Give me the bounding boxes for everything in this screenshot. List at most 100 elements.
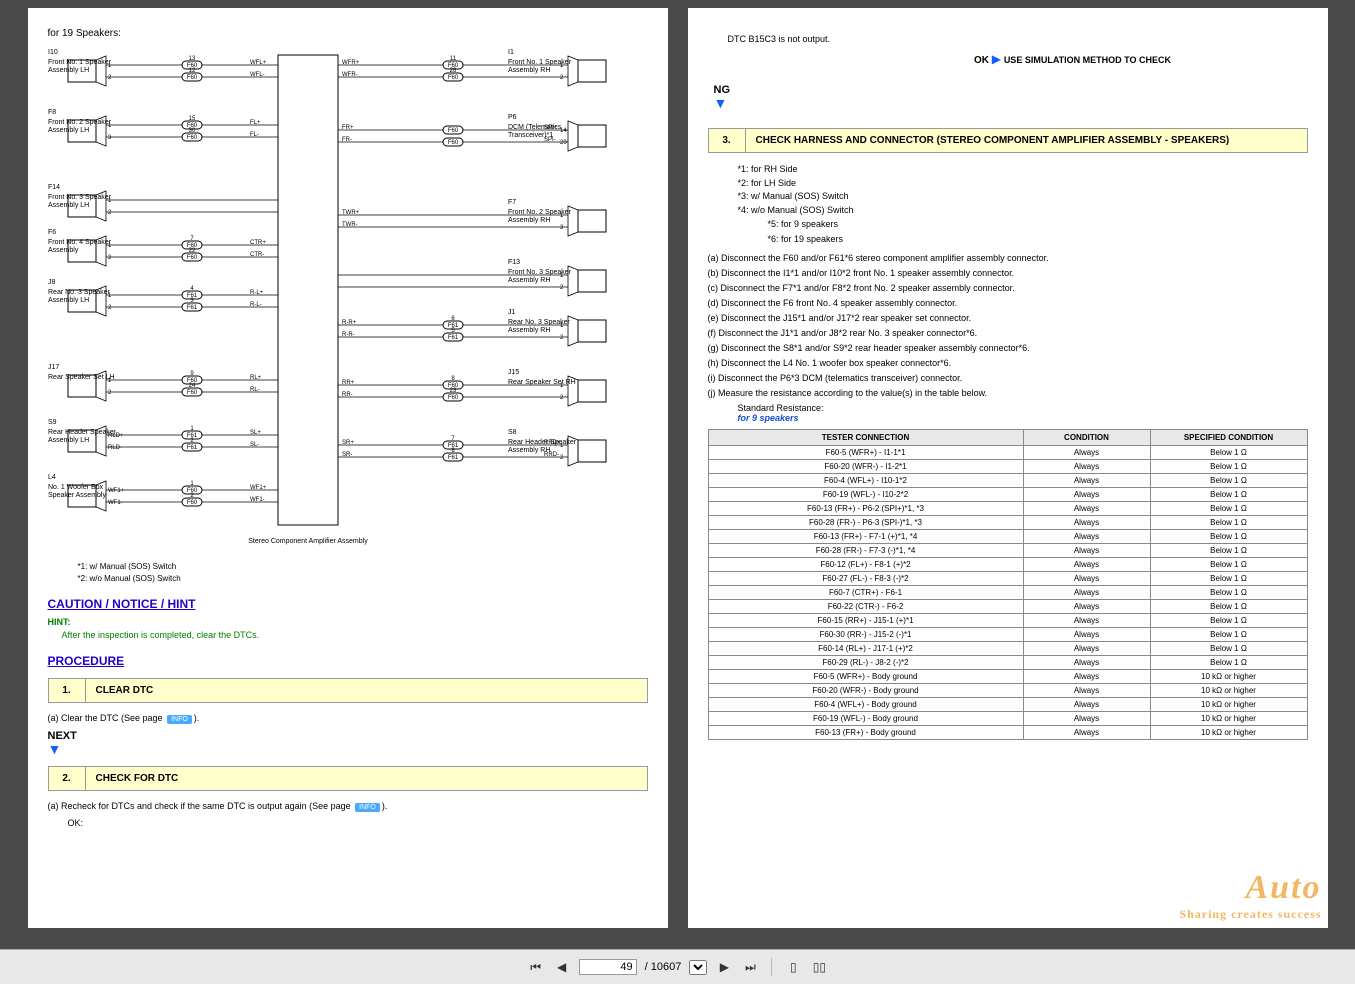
page-right: DTC B15C3 is not output. OK ▶ USE SIMULA…: [688, 8, 1328, 928]
svg-text:12: 12: [188, 68, 195, 74]
svg-text:1: 1: [108, 198, 112, 204]
step-3-num: 3.: [709, 129, 746, 152]
zoom-select[interactable]: [689, 960, 707, 975]
svg-text:Assembly RH: Assembly RH: [508, 67, 550, 74]
svg-text:R-L+: R-L+: [250, 290, 264, 296]
arrow-down-icon: ▼: [48, 742, 648, 756]
svg-text:WFR-: WFR-: [342, 72, 358, 78]
last-page-button[interactable]: ⏭: [741, 958, 759, 976]
ng-label: NG: [714, 84, 1308, 96]
svg-text:SPI+: SPI+: [544, 125, 558, 131]
footnote-1: *1: w/ Manual (SOS) Switch: [78, 562, 648, 571]
svg-text:2: 2: [108, 255, 112, 261]
svg-text:S9: S9: [48, 419, 57, 426]
svg-text:Front No. 3 Speaker: Front No. 3 Speaker: [48, 194, 112, 201]
ng-arrow-icon: ▼: [714, 96, 1308, 110]
svg-text:Assembly LH: Assembly LH: [48, 127, 89, 134]
svg-text:30: 30: [188, 128, 195, 134]
footnote-2: *2: w/o Manual (SOS) Switch: [78, 574, 648, 583]
svg-text:WF1+: WF1+: [108, 488, 125, 494]
single-page-button[interactable]: ▯: [784, 958, 802, 976]
svg-text:14: 14: [560, 128, 567, 134]
svg-text:F60: F60: [186, 255, 197, 261]
svg-text:RLD-: RLD-: [108, 445, 122, 451]
svg-text:Assembly: Assembly: [48, 247, 79, 254]
svg-text:SL+: SL+: [250, 430, 261, 436]
svg-text:WFR+: WFR+: [342, 60, 360, 66]
svg-text:TWR+: TWR+: [342, 210, 360, 216]
dtc-line: DTC B15C3 is not output.: [728, 34, 1308, 44]
svg-text:F60: F60: [186, 390, 197, 396]
standard-resistance-label: Standard Resistance:: [738, 403, 1308, 413]
svg-text:J1: J1: [508, 309, 516, 316]
pdf-toolbar: ⏮ ◀ / 10607 ▶ ⏭ ▯ ▯▯: [0, 949, 1355, 984]
svg-text:Assembly LH: Assembly LH: [48, 67, 89, 74]
step-1-box: 1. CLEAR DTC: [48, 678, 648, 703]
facing-pages-button[interactable]: ▯▯: [810, 958, 828, 976]
instruction-line: (g) Disconnect the S8*1 and/or S9*2 rear…: [708, 343, 1308, 353]
svg-text:RRD+: RRD+: [544, 440, 561, 446]
procedure-heading: PROCEDURE: [48, 654, 648, 668]
next-page-button[interactable]: ▶: [715, 958, 733, 976]
svg-text:L4: L4: [48, 474, 56, 481]
svg-text:RL-: RL-: [250, 387, 260, 393]
svg-text:P6: P6: [508, 114, 517, 121]
table-row: F60-5 (WFR+) - I1-1*1AlwaysBelow 1 Ω: [708, 445, 1307, 459]
svg-text:1: 1: [108, 123, 112, 129]
svg-text:FR-: FR-: [342, 137, 352, 143]
hint-text: After the inspection is completed, clear…: [62, 630, 648, 640]
svg-text:RLD+: RLD+: [108, 433, 124, 439]
wiring-diagram: Stereo Component Amplifier Assembly I10F…: [48, 45, 628, 555]
table-row: F60-28 (FR-) - P6-3 (SPI-)*1, *3AlwaysBe…: [708, 515, 1307, 529]
svg-text:F60: F60: [447, 75, 458, 81]
table-row: F60-4 (WFL+) - Body groundAlways10 kΩ or…: [708, 697, 1307, 711]
svg-text:Assembly LH: Assembly LH: [48, 202, 89, 209]
svg-text:F6: F6: [48, 229, 56, 236]
page-number-input[interactable]: [579, 959, 637, 975]
svg-text:26: 26: [449, 68, 456, 74]
ok-arrow-icon: ▶: [992, 52, 1001, 66]
svg-text:WFL-: WFL-: [250, 72, 265, 78]
info-link[interactable]: INFO: [167, 715, 192, 724]
svg-text:Rear Speaker Set LH: Rear Speaker Set LH: [48, 374, 115, 381]
svg-text:R-R+: R-R+: [342, 320, 357, 326]
svg-text:Stereo Component Amplifier Ass: Stereo Component Amplifier Assembly: [248, 538, 368, 545]
step-2-box: 2. CHECK FOR DTC: [48, 766, 648, 791]
table-row: F60-13 (FR+) - P6-2 (SPI+)*1, *3AlwaysBe…: [708, 501, 1307, 515]
svg-text:29: 29: [560, 140, 567, 146]
svg-text:13: 13: [188, 56, 195, 62]
svg-text:3: 3: [108, 135, 112, 141]
info-link-2[interactable]: INFO: [355, 803, 380, 812]
svg-text:F61: F61: [186, 305, 197, 311]
svg-text:11: 11: [449, 56, 456, 62]
svg-text:Assembly LH: Assembly LH: [48, 437, 89, 444]
table-header: TESTER CONNECTION: [708, 429, 1023, 445]
ok-action: USE SIMULATION METHOD TO CHECK: [1004, 55, 1171, 65]
table-row: F60-20 (WFR-) - I1-2*1AlwaysBelow 1 Ω: [708, 459, 1307, 473]
table-row: F60-29 (RL-) - J8-2 (-)*2AlwaysBelow 1 Ω: [708, 655, 1307, 669]
svg-text:No. 1 Woofer Box: No. 1 Woofer Box: [48, 484, 104, 491]
svg-text:F61: F61: [447, 455, 458, 461]
svg-text:F60: F60: [186, 135, 197, 141]
prev-page-button[interactable]: ◀: [553, 958, 571, 976]
step-2-text: CHECK FOR DTC: [86, 767, 189, 790]
table-row: F60-5 (WFR+) - Body groundAlways10 kΩ or…: [708, 669, 1307, 683]
table-row: F60-22 (CTR-) - F6-2AlwaysBelow 1 Ω: [708, 599, 1307, 613]
svg-text:Speaker Assembly: Speaker Assembly: [48, 492, 106, 499]
svg-text:Front No. 4 Speaker: Front No. 4 Speaker: [48, 239, 112, 246]
instruction-list: (a) Disconnect the F60 and/or F61*6 ster…: [708, 253, 1308, 398]
svg-text:F8: F8: [48, 109, 56, 116]
step-1-text: CLEAR DTC: [86, 679, 164, 702]
table-row: F60-30 (RR-) - J15-2 (-)*1AlwaysBelow 1 …: [708, 627, 1307, 641]
instruction-line: (f) Disconnect the J1*1 and/or J8*2 rear…: [708, 328, 1308, 338]
instruction-line: (i) Disconnect the P6*3 DCM (telematics …: [708, 373, 1308, 383]
table-header: SPECIFIED CONDITION: [1150, 429, 1307, 445]
table-row: F60-27 (FL-) - F8-3 (-)*2AlwaysBelow 1 Ω: [708, 571, 1307, 585]
svg-text:1: 1: [108, 243, 112, 249]
svg-text:R-R-: R-R-: [342, 332, 355, 338]
pdf-viewer: for 19 Speakers: Stereo Component Amplif…: [0, 0, 1355, 984]
step-3-box: 3. CHECK HARNESS AND CONNECTOR (STEREO C…: [708, 128, 1308, 153]
svg-text:F60: F60: [447, 140, 458, 146]
first-page-button[interactable]: ⏮: [527, 958, 545, 976]
caution-heading: CAUTION / NOTICE / HINT: [48, 597, 648, 611]
